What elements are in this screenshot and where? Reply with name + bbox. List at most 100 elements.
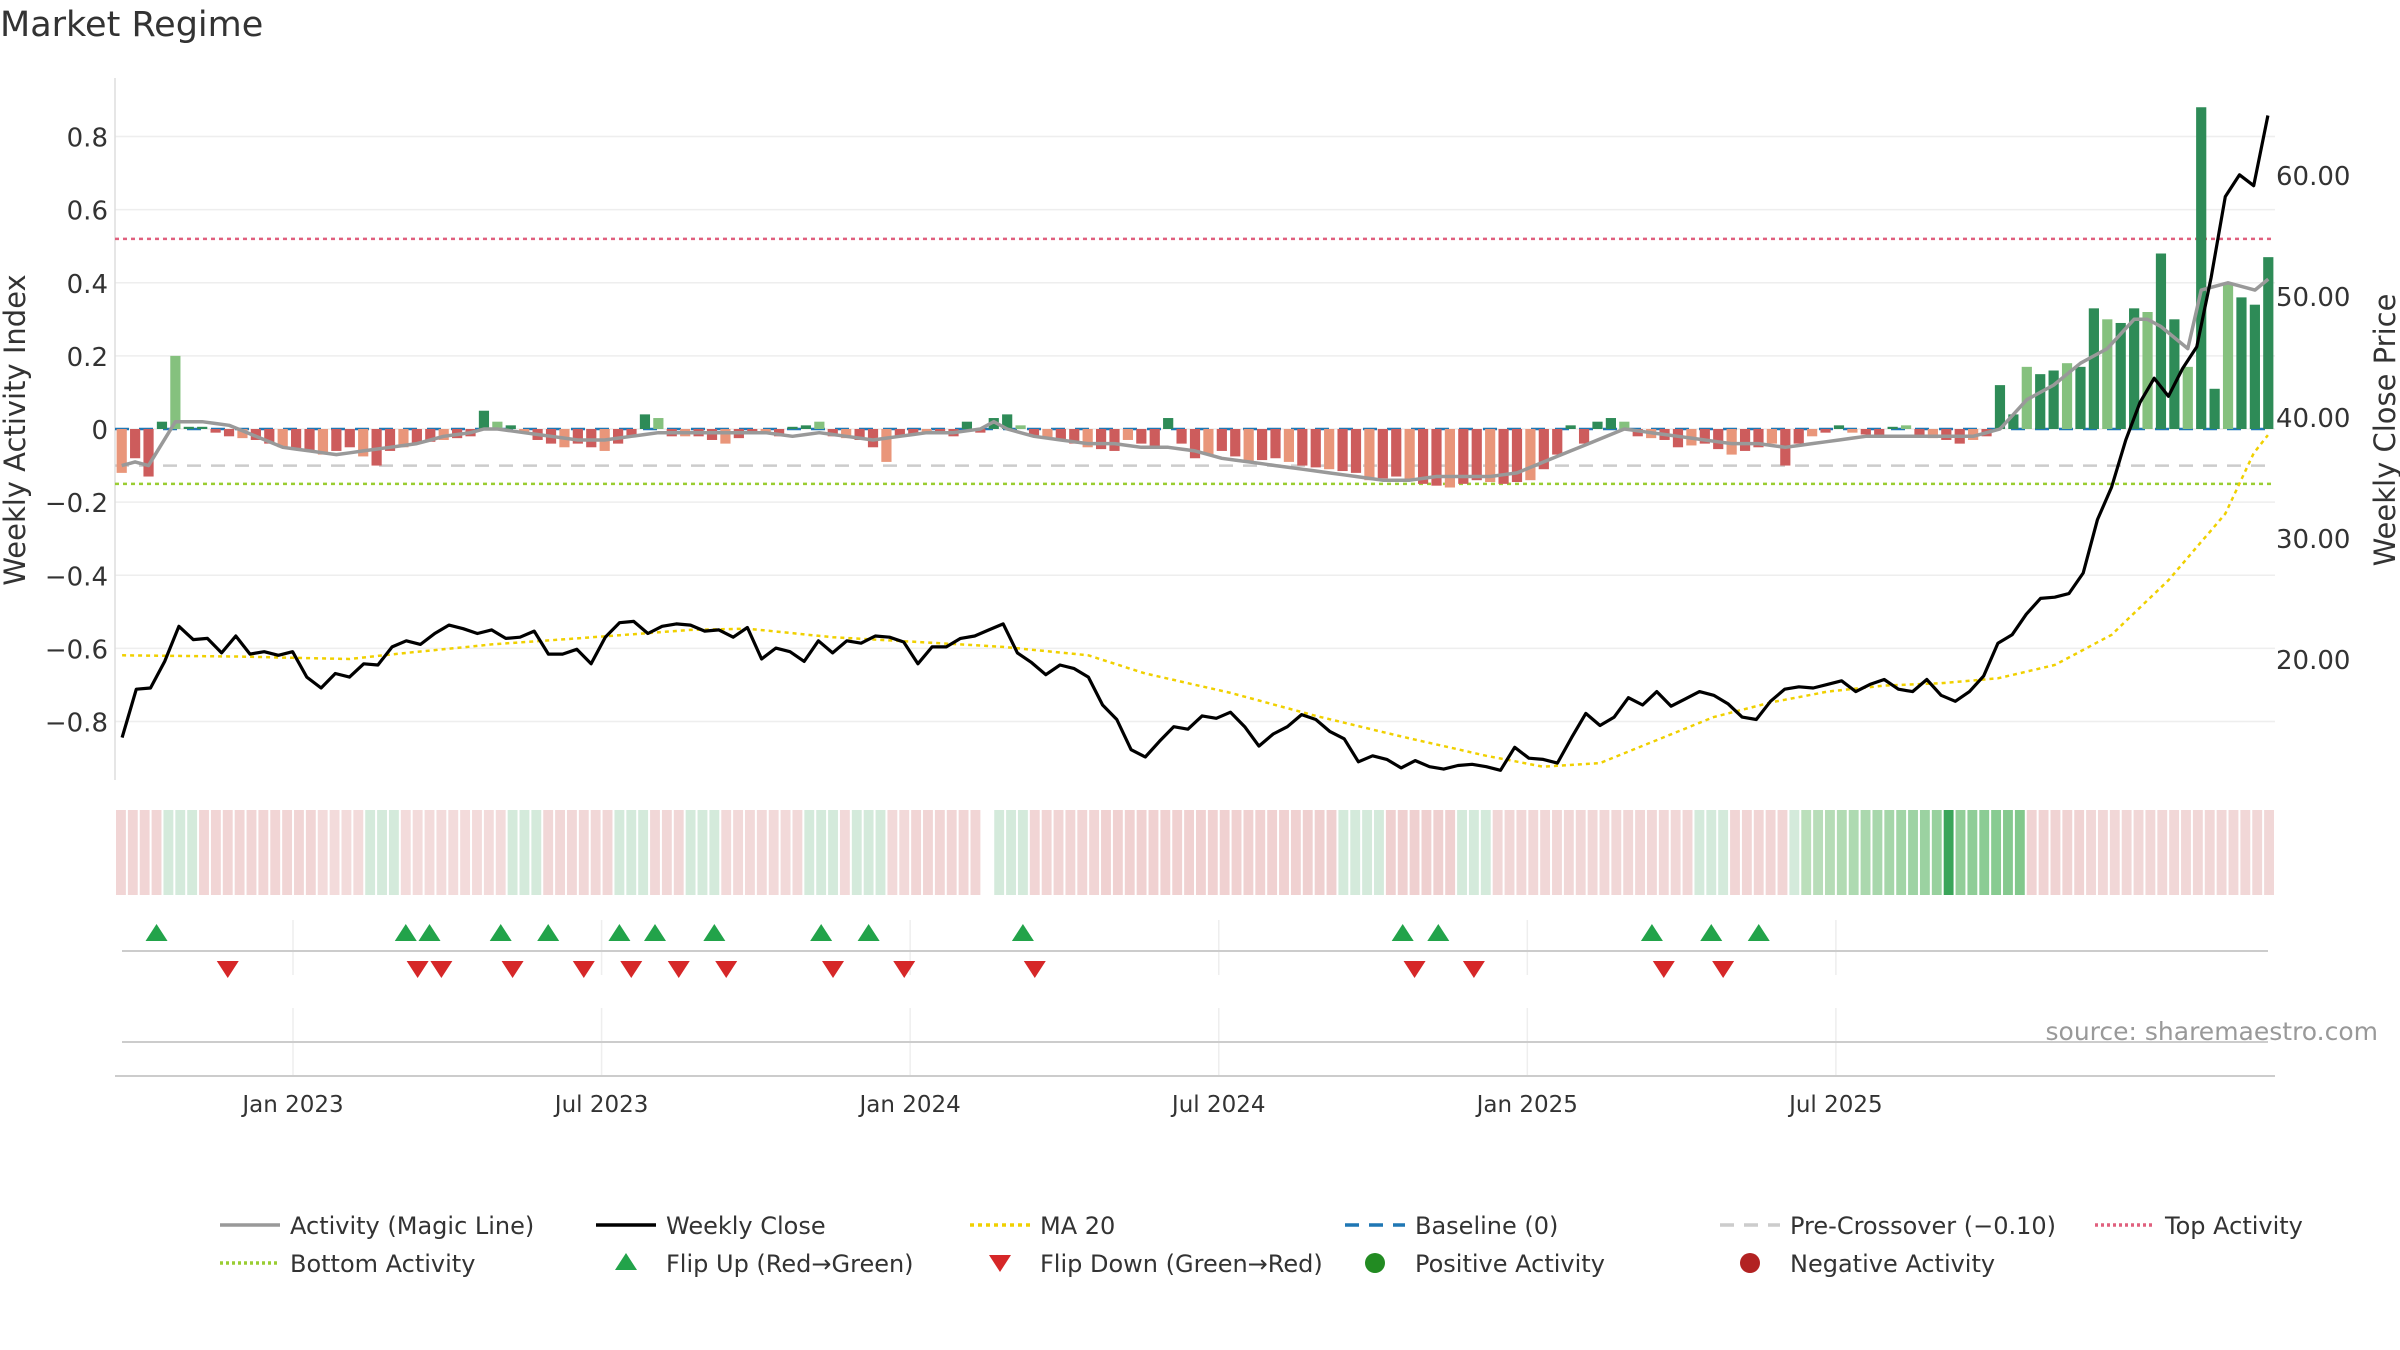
regime-strip-cell xyxy=(1326,810,1337,895)
activity-bar xyxy=(867,429,879,448)
activity-bar xyxy=(130,429,141,459)
activity-bar xyxy=(2222,282,2234,429)
activity-bar xyxy=(2075,366,2086,429)
regime-strip-cell xyxy=(851,810,862,895)
regime-strip-cell xyxy=(1468,810,1479,895)
activity-bar xyxy=(1471,429,1482,481)
activity-bar xyxy=(2102,319,2113,429)
activity-bar xyxy=(1350,429,1362,473)
x-tick-labels: Jan 2023 Jul 2023 Jan 2024 Jul 2024 Jan 2025… xyxy=(240,1092,1882,1118)
activity-bar xyxy=(1485,429,1496,483)
flip-up-marker xyxy=(145,924,168,941)
regime-strip-cell xyxy=(2169,810,2180,895)
activity-bar xyxy=(1538,429,1549,470)
regime-strip-cell xyxy=(1563,810,1574,895)
regime-strip-cell xyxy=(2074,810,2085,895)
regime-strip-cell xyxy=(685,810,696,895)
activity-bar xyxy=(787,426,798,429)
activity-bar xyxy=(2169,319,2180,429)
regime-strip-cell xyxy=(2240,810,2251,895)
activity-bar xyxy=(2088,308,2099,429)
regime-strip-cell xyxy=(1599,810,1610,895)
regime-strip-cell xyxy=(151,810,162,895)
legend-label: Top Activity xyxy=(2164,1212,2303,1240)
regime-strip-cell xyxy=(1836,810,1847,895)
flip-up-marker xyxy=(810,924,833,941)
regime-strip-cell xyxy=(1480,810,1491,895)
flip-down-marker xyxy=(216,961,239,978)
regime-strip-cell xyxy=(1919,810,1930,895)
regime-strip-cell xyxy=(436,810,447,895)
regime-strip-cell xyxy=(1267,810,1278,895)
activity-bar xyxy=(1847,429,1858,433)
regime-strip-cell xyxy=(127,810,138,895)
activity-bar xyxy=(1672,429,1684,448)
regime-strip-cell xyxy=(934,810,945,895)
regime-strip-cell xyxy=(1658,810,1669,895)
chart-title: Market Regime xyxy=(0,5,263,45)
regime-strip-cell xyxy=(175,810,186,895)
regime-strip-cell xyxy=(2109,810,2120,895)
regime-strip-cell xyxy=(163,810,174,895)
regime-strip-cell xyxy=(1623,810,1634,895)
legend: Activity (Magic Line) Weekly Close MA 20 Ba… xyxy=(220,1212,2303,1278)
activity-bar xyxy=(894,429,905,437)
regime-strip-cell xyxy=(994,810,1005,895)
regime-strip-cell xyxy=(768,810,779,895)
legend-item: Negative Activity xyxy=(1740,1250,1995,1278)
activity-bar xyxy=(1887,426,1898,429)
activity-bar xyxy=(1900,425,1912,429)
regime-strip-cell xyxy=(1943,810,1954,895)
activity-bar xyxy=(1042,429,1053,439)
activity-bar xyxy=(1364,429,1375,481)
activity-bar xyxy=(1176,429,1187,444)
flip-up-marker xyxy=(608,924,631,941)
y-left-tick-label: −0.6 xyxy=(45,635,108,665)
activity-bar xyxy=(854,429,865,440)
activity-bar xyxy=(1270,429,1281,459)
flip-up-marker xyxy=(1011,924,1034,941)
regime-strip-cell xyxy=(2204,810,2215,895)
regime-strip-cell xyxy=(875,810,886,895)
activity-bar xyxy=(626,429,637,437)
regime-strip-cell xyxy=(1730,810,1740,895)
regime-strip-cell xyxy=(1492,810,1503,895)
activity-bar xyxy=(1578,429,1590,444)
regime-strip-cell xyxy=(1682,810,1693,895)
regime-strip-cell xyxy=(590,810,601,895)
activity-bar xyxy=(1417,429,1429,484)
regime-strip-cell xyxy=(1789,810,1800,895)
regime-strip-cell xyxy=(1718,810,1729,895)
activity-bar xyxy=(1149,429,1160,448)
activity-bar xyxy=(116,429,127,473)
activity-bar xyxy=(1739,429,1751,451)
regime-strip-cell xyxy=(626,810,637,895)
activity-bar xyxy=(2142,312,2153,429)
x-tick-label: Jan 2023 xyxy=(240,1092,343,1118)
regime-strip-cell xyxy=(1694,810,1705,895)
activity-bar xyxy=(2249,304,2260,429)
activity-bar xyxy=(425,429,436,442)
activity-bar xyxy=(1565,425,1576,429)
regime-strip-cell xyxy=(1979,810,1990,895)
activity-bar xyxy=(1256,429,1268,461)
regime-strip-cell xyxy=(614,810,625,895)
activity-bar xyxy=(384,429,396,451)
regime-strip xyxy=(116,810,2274,895)
activity-bar xyxy=(438,429,449,440)
regime-strip-cell xyxy=(2086,810,2096,895)
activity-bar xyxy=(183,426,194,429)
regime-strip-cell xyxy=(507,810,518,895)
activity-bar xyxy=(2182,366,2193,429)
regime-strip-cell xyxy=(294,810,304,895)
regime-strip-cell xyxy=(1825,810,1835,895)
activity-bar xyxy=(1324,429,1335,470)
legend-label: Bottom Activity xyxy=(290,1250,475,1278)
regime-strip-cell xyxy=(1065,810,1076,895)
regime-strip-cell xyxy=(2014,810,2025,895)
activity-bar xyxy=(1713,429,1724,450)
legend-item: Flip Up (Red→Green) xyxy=(615,1250,914,1278)
flip-down-marker xyxy=(1652,961,1675,978)
regime-strip-cell xyxy=(1207,810,1218,895)
activity-bar xyxy=(1860,429,1871,435)
